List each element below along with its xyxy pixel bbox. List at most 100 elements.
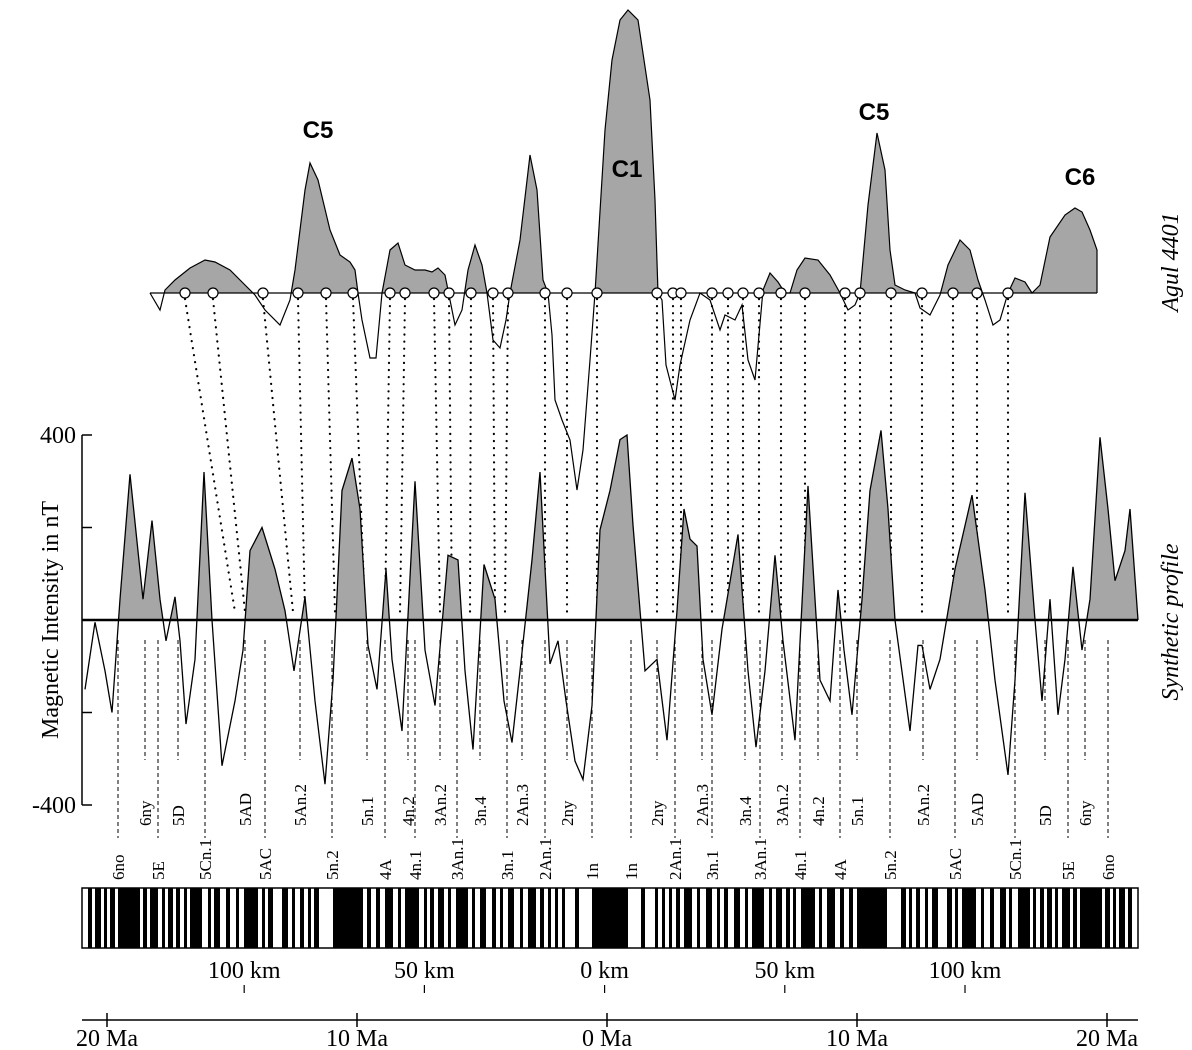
correlation-dot	[591, 287, 603, 299]
chron-label: 5An.2	[291, 784, 310, 826]
chron-label: 2ny	[558, 800, 577, 826]
chron-label: 4n.2	[399, 796, 418, 826]
km-tick-label: 100 km	[929, 958, 1002, 984]
correlation-line	[468, 297, 473, 614]
correlation-dot	[737, 287, 749, 299]
correlation-dot	[775, 287, 787, 299]
chron-label: 2An.3	[513, 784, 532, 826]
chron-label: 1n	[622, 863, 641, 881]
correlation-dot	[399, 287, 411, 299]
chron-label: 3An.1	[751, 838, 770, 880]
correlation-line	[324, 297, 337, 614]
correlation-line	[447, 297, 454, 614]
correlation-dot	[561, 287, 573, 299]
chron-label: 2An.1	[536, 838, 555, 880]
correlation-dot	[384, 287, 396, 299]
correlation-line	[296, 297, 307, 614]
chron-label: 4n.1	[406, 850, 425, 880]
chron-label: 5n.2	[323, 850, 342, 880]
correlation-dot	[428, 287, 440, 299]
x-tick-label: 20 Ma	[1076, 1026, 1138, 1050]
correlation-dot	[854, 287, 866, 299]
chron-label: 6no	[109, 855, 128, 881]
chron-label: 5AC	[946, 848, 965, 880]
chron-label: 5n.1	[358, 796, 377, 826]
correlation-line	[383, 297, 392, 614]
anomaly-label: C6	[1065, 164, 1096, 191]
chron-label: 5E	[149, 861, 168, 880]
chron-label: 4n.1	[791, 850, 810, 880]
chron-label: 4A	[831, 859, 850, 881]
chron-label: 3n.4	[471, 796, 490, 826]
km-tick-label: 50 km	[754, 958, 815, 984]
chron-label: 5E	[1059, 861, 1078, 880]
km-tick-label: 0 km	[580, 958, 629, 984]
chron-label: 5D	[1036, 805, 1055, 826]
chron-label: 6no	[1099, 855, 1118, 881]
correlation-dot	[502, 287, 514, 299]
correlation-dot	[839, 287, 851, 299]
correlation-line	[398, 297, 407, 614]
chron-label: 6ny	[1076, 800, 1095, 826]
correlation-dot	[292, 287, 304, 299]
correlation-dot	[539, 287, 551, 299]
correlation-dot	[347, 287, 359, 299]
correlation-dot	[179, 287, 191, 299]
correlation-dot	[465, 287, 477, 299]
correlation-dot	[443, 287, 455, 299]
y-axis-label: Magnetic Intensity in nT	[38, 501, 64, 739]
correlation-dot	[1002, 287, 1014, 299]
y-tick-label: -400	[32, 793, 76, 819]
chron-label: 3n.1	[498, 850, 517, 880]
chron-label: 6ny	[136, 800, 155, 826]
km-tick-label: 100 km	[208, 958, 281, 984]
chron-label: 5AC	[256, 848, 275, 880]
chron-label: 5n.2	[881, 850, 900, 880]
observed-label: Agul 4401	[1158, 212, 1184, 313]
correlation-lines	[179, 287, 1014, 614]
chron-label: 5D	[169, 805, 188, 826]
correlation-line	[432, 297, 442, 614]
y-tick-label: 400	[40, 423, 76, 449]
chron-label: 4A	[376, 859, 395, 881]
chron-label: 4n.2	[809, 796, 828, 826]
profile-line	[84, 430, 1139, 785]
correlation-line	[491, 297, 497, 614]
chron-label: 3An.2	[773, 784, 792, 826]
correlation-dot	[675, 287, 687, 299]
correlation-line	[261, 297, 295, 614]
correlation-dot	[722, 287, 734, 299]
chron-label: 1n	[583, 863, 602, 881]
correlation-dot	[753, 287, 765, 299]
correlation-dot	[320, 287, 332, 299]
anomaly-label: C5	[303, 117, 334, 144]
correlation-dot	[706, 287, 718, 299]
chron-label: 2ny	[648, 800, 667, 826]
correlation-dot	[885, 287, 897, 299]
correlation-line	[351, 297, 367, 614]
chron-label: 2An.3	[693, 784, 712, 826]
chron-label: 3An.1	[448, 838, 467, 880]
chron-label: 5Cn.1	[196, 839, 215, 880]
correlation-dot	[916, 287, 928, 299]
chron-label: 5AD	[236, 793, 255, 826]
anomaly-label: C1	[612, 156, 643, 183]
x-tick-label: 10 Ma	[826, 1026, 888, 1050]
x-tick-label: 10 Ma	[326, 1026, 388, 1050]
correlation-dot	[207, 287, 219, 299]
correlation-dot	[487, 287, 499, 299]
correlation-line	[183, 297, 237, 614]
chron-label: 3An.2	[431, 784, 450, 826]
correlation-line	[503, 297, 510, 614]
correlation-dot	[971, 287, 983, 299]
chron-label: 2An.1	[666, 838, 685, 880]
chron-label: 5An.2	[914, 784, 933, 826]
correlation-dot	[799, 287, 811, 299]
profile-area	[85, 430, 1138, 620]
x-tick-label: 0 Ma	[582, 1026, 632, 1050]
correlation-dot	[257, 287, 269, 299]
chron-label: 5n.1	[848, 796, 867, 826]
x-tick-label: 20 Ma	[76, 1026, 138, 1050]
